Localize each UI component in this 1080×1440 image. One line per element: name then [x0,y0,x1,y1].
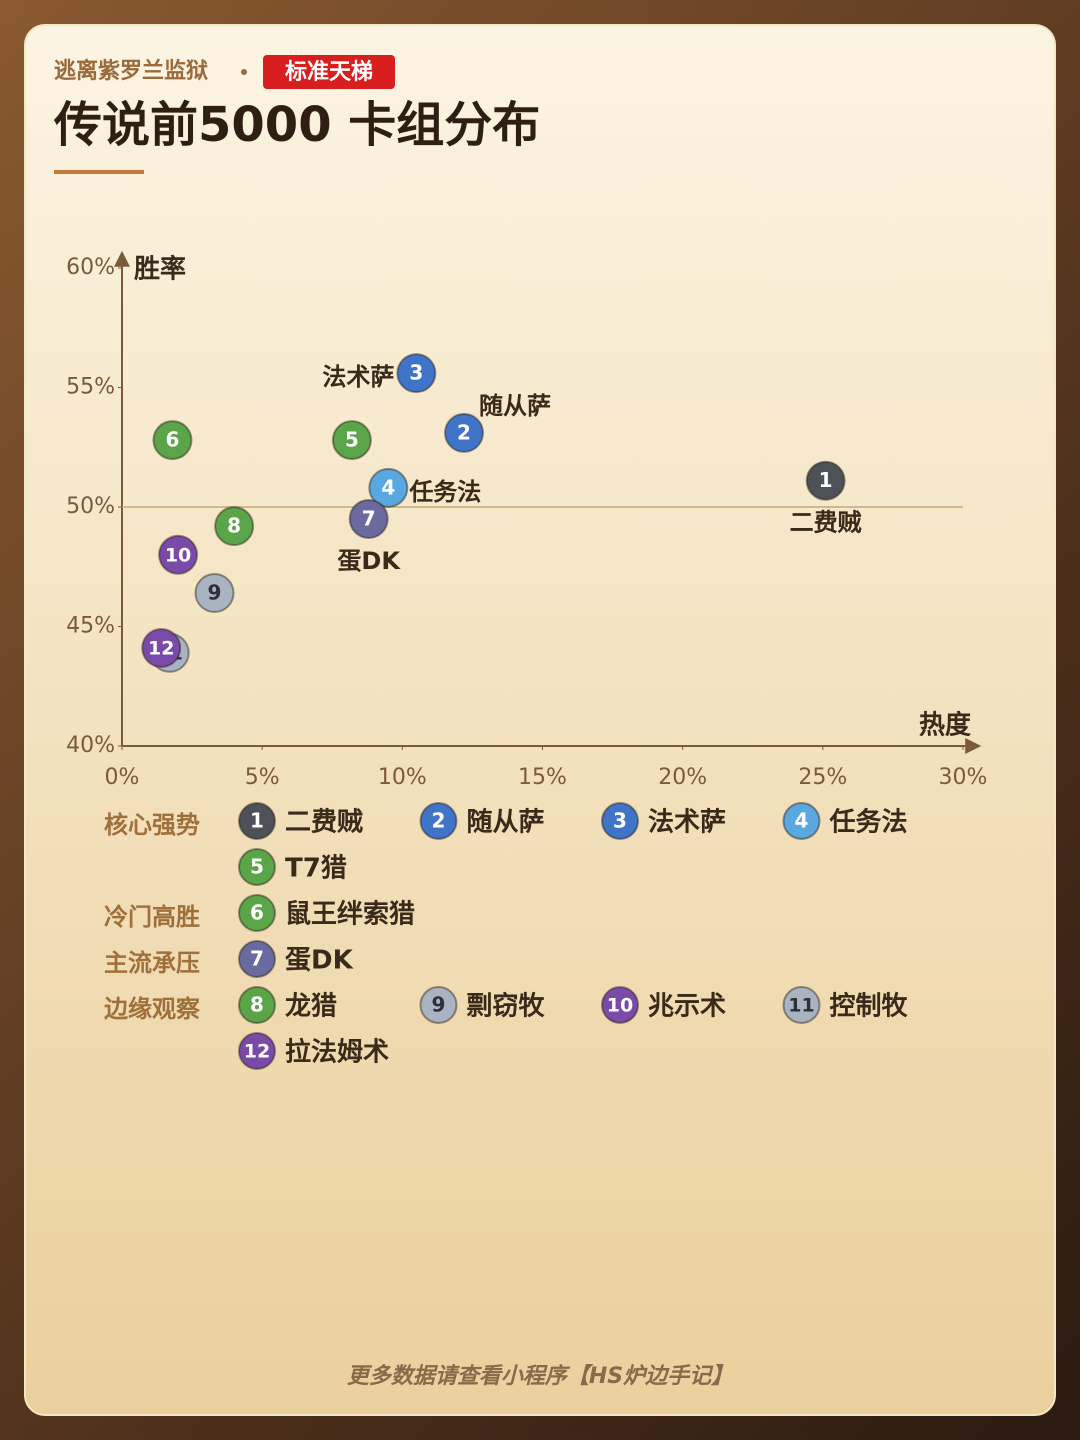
point-label: 随从萨 [479,392,551,420]
point-id: 1 [819,468,833,492]
y-tick-label: 50% [66,494,115,519]
legend-label: 鼠王绊索猎 [285,899,415,930]
point-marker [368,467,409,508]
y-tick-label: 60% [66,255,115,280]
point-label: 蛋DK [337,547,401,575]
point-marker [419,802,458,840]
legend-group: 边缘观察 [104,995,201,1023]
point-marker [238,848,276,886]
point-id: 4 [381,475,395,499]
point-id: 4 [795,809,809,833]
point-marker [444,412,485,453]
legend-label: 剽窃牧 [467,991,546,1022]
point-label: 法术萨 [322,363,394,391]
point-marker [601,802,639,840]
point-marker [238,986,276,1024]
point-id: 5 [250,855,264,879]
legend-label: 控制牧 [830,992,909,1022]
x-tick-label: 5% [245,765,280,790]
point-marker [238,1032,276,1070]
legend-label: 蛋DK [285,946,354,976]
x-tick-label: 10% [378,765,427,790]
y-axis-label: 胜率 [134,254,186,285]
x-tick-label: 15% [518,765,567,790]
x-tick-label: 25% [798,765,847,790]
badge-bg [263,55,395,89]
x-tick-label: 20% [658,765,707,790]
point-marker [601,986,639,1024]
point-id: 3 [613,809,627,833]
legend-label: 拉法姆术 [285,1037,389,1068]
point-marker [158,534,199,575]
title-underline [54,170,144,174]
point-marker [214,506,255,547]
point-id: 8 [227,514,241,538]
x-axis-label: 热度 [919,710,971,741]
legend-label: T7猎 [285,854,347,884]
point-id: 12 [148,638,174,660]
point-marker [348,498,389,539]
badge: 标准天梯 [285,59,373,85]
point-label: 任务法 [408,478,481,506]
point-marker [782,802,821,840]
dot [241,69,247,75]
point-marker [331,420,372,461]
x-tick-label: 30% [939,765,988,790]
point-id: 1 [250,809,264,833]
chart-title: 传说前5000 卡组分布 [53,97,540,153]
point-marker [141,628,182,669]
legend-group: 冷门高胜 [104,903,200,931]
legend-group: 核心强势 [104,811,200,839]
point-id: 3 [409,361,423,385]
footer: 更多数据请查看小程序【HS炉边手记】 [347,1363,733,1389]
point-id: 8 [250,993,264,1017]
point-label: 二费贼 [790,509,862,537]
point-marker [194,573,235,614]
point-id: 2 [457,420,471,444]
point-id: 10 [607,995,633,1017]
legend-label: 法术萨 [648,808,726,838]
legend-label: 随从萨 [467,807,545,838]
point-id: 7 [362,506,376,530]
header: 逃离紫罗兰监狱 [54,58,208,84]
legend-label: 任务法 [829,808,908,838]
y-tick-label: 40% [66,733,115,758]
point-marker [419,986,458,1024]
point-id: 7 [250,947,264,971]
point-id: 12 [244,1041,270,1063]
point-marker [782,986,821,1024]
point-id: 2 [432,809,446,833]
point-marker [805,460,846,501]
point-id: 11 [788,995,814,1017]
point-id: 6 [165,428,179,452]
point-id: 10 [165,544,191,566]
x-tick-label: 0% [105,765,140,790]
y-tick-label: 45% [66,614,115,639]
point-marker [238,940,276,978]
card [24,24,1056,1416]
legend-label: 龙猎 [285,992,337,1022]
point-marker [396,353,437,394]
point-marker [238,894,276,932]
point-marker [152,420,193,461]
point-id: 5 [345,428,359,452]
legend-label: 二费贼 [285,808,363,838]
legend-label: 兆示术 [648,992,726,1022]
point-id: 9 [208,581,222,605]
point-id: 6 [250,901,264,925]
point-id: 9 [432,993,446,1017]
legend-group: 主流承压 [104,949,200,977]
point-marker [238,802,276,840]
y-tick-label: 55% [66,375,115,400]
